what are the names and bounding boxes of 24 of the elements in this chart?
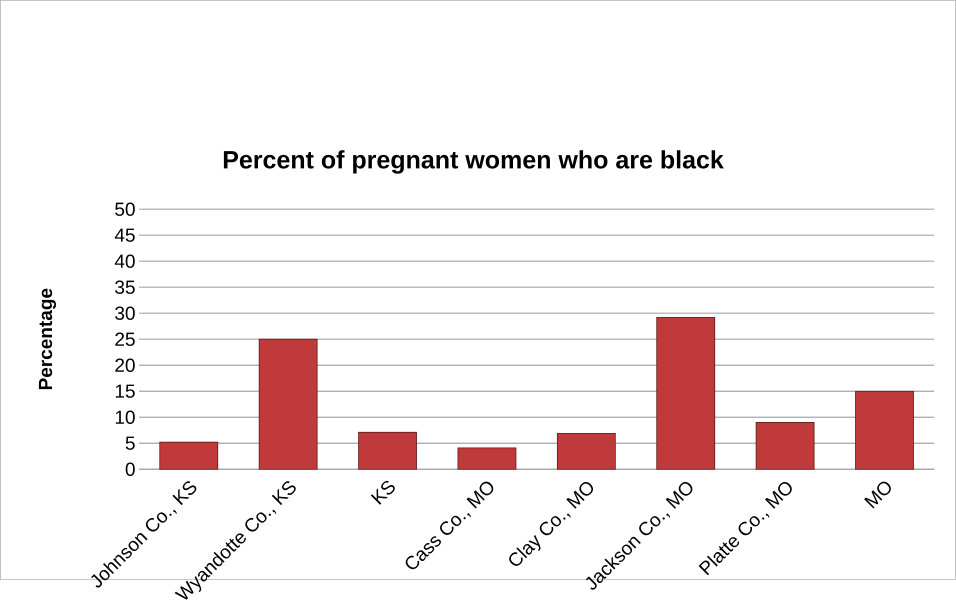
y-tick-label: 10 (116, 410, 135, 424)
bar (159, 442, 218, 470)
y-tick-label: 25 (115, 332, 135, 346)
bar (458, 448, 516, 470)
bar (656, 317, 716, 470)
x-tick-label: KS (370, 480, 395, 505)
x-tick-label: Clay Co., MO (509, 482, 594, 566)
y-tick-label: 30 (115, 306, 135, 320)
y-axis-title: Percentage (38, 288, 56, 390)
bar (258, 338, 318, 470)
bar (756, 422, 815, 470)
y-tick-label: 5 (126, 436, 135, 450)
x-tick-label: MO (864, 482, 891, 508)
bar (358, 432, 417, 470)
chart-title: Percent of pregnant women who are black (224, 150, 724, 174)
bar (556, 432, 616, 470)
y-tick-label: 0 (126, 462, 135, 476)
y-tick-label: 15 (116, 384, 135, 398)
bar (855, 390, 914, 470)
y-tick-label: 40 (114, 254, 135, 268)
y-tick-label: 20 (115, 358, 135, 372)
y-tick-label: 35 (115, 280, 135, 294)
y-tick-label: 45 (114, 228, 135, 242)
y-tick-label: 50 (115, 202, 135, 216)
